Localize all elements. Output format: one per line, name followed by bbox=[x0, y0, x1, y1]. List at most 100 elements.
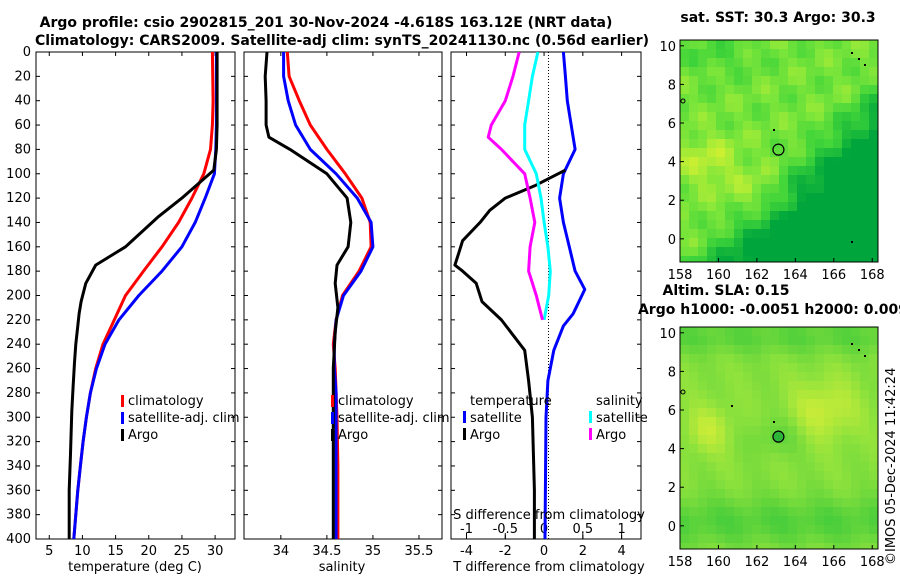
map-cell bbox=[698, 498, 708, 508]
map-cell bbox=[770, 354, 780, 364]
x-tick-label: 25 bbox=[174, 544, 191, 559]
map-cell bbox=[860, 345, 870, 355]
map-cell bbox=[761, 238, 771, 248]
map-cell bbox=[788, 489, 798, 499]
map-cell bbox=[869, 372, 879, 382]
map-cell bbox=[833, 121, 843, 131]
map-cell bbox=[716, 94, 726, 104]
map-cell bbox=[833, 354, 843, 364]
map-cell bbox=[761, 534, 771, 544]
map-cell bbox=[869, 76, 879, 86]
map-cell bbox=[689, 202, 699, 212]
map-cell bbox=[815, 211, 825, 221]
map-cell bbox=[716, 507, 726, 517]
map-cell bbox=[761, 399, 771, 409]
map-cell bbox=[779, 525, 789, 535]
map-cell bbox=[734, 40, 744, 50]
map-cell bbox=[779, 94, 789, 104]
map-cell bbox=[770, 363, 780, 373]
map-cell bbox=[833, 399, 843, 409]
map-cell bbox=[698, 417, 708, 427]
map-cell bbox=[869, 202, 879, 212]
map-cell bbox=[788, 193, 798, 203]
map-cell bbox=[689, 256, 699, 263]
map-y-tick-label: 0 bbox=[668, 520, 676, 535]
map-cell bbox=[815, 489, 825, 499]
map-cell bbox=[824, 498, 834, 508]
map-cell bbox=[869, 498, 879, 508]
map-cell bbox=[824, 238, 834, 248]
map-cell bbox=[842, 58, 852, 68]
map-cell bbox=[797, 229, 807, 239]
map-cell bbox=[842, 103, 852, 113]
map-cell bbox=[689, 238, 699, 248]
map-cell bbox=[752, 211, 762, 221]
map-cell bbox=[716, 363, 726, 373]
map-cell bbox=[716, 40, 726, 50]
map-cell bbox=[824, 175, 834, 185]
map-cell bbox=[842, 85, 852, 95]
map-cell bbox=[869, 399, 879, 409]
map-cell bbox=[716, 345, 726, 355]
legend-swatch-s-argo bbox=[589, 428, 592, 440]
map-cell bbox=[734, 49, 744, 59]
map-cell bbox=[824, 220, 834, 230]
x-tick-label: 34 bbox=[273, 544, 290, 559]
map-cell bbox=[698, 381, 708, 391]
map-cell bbox=[851, 408, 861, 418]
map-cell bbox=[779, 247, 789, 257]
map-cell bbox=[770, 345, 780, 355]
map-cell bbox=[842, 489, 852, 499]
map-cell bbox=[743, 49, 753, 59]
map-cell bbox=[815, 103, 825, 113]
map-cell bbox=[680, 435, 690, 445]
island-marker bbox=[858, 349, 860, 351]
map-cell bbox=[869, 534, 879, 544]
map-cell bbox=[806, 498, 816, 508]
map-cell bbox=[806, 157, 816, 167]
map-cell bbox=[779, 157, 789, 167]
map-cell bbox=[824, 166, 834, 176]
map-cell bbox=[797, 247, 807, 257]
series-argo bbox=[263, 52, 353, 539]
map-cell bbox=[689, 399, 699, 409]
map-cell bbox=[734, 399, 744, 409]
map-cell bbox=[734, 417, 744, 427]
map-cell bbox=[806, 462, 816, 472]
map-cell bbox=[806, 256, 816, 263]
map-cell bbox=[707, 372, 717, 382]
map-cell bbox=[716, 220, 726, 230]
legend-swatch-t-argo bbox=[463, 428, 466, 440]
map-cell bbox=[761, 220, 771, 230]
map-cell bbox=[869, 256, 879, 263]
map-cell bbox=[734, 130, 744, 140]
map-cell bbox=[761, 444, 771, 454]
map-cell bbox=[824, 256, 834, 263]
map-cell bbox=[833, 49, 843, 59]
map-cell bbox=[833, 247, 843, 257]
map-cell bbox=[743, 435, 753, 445]
map-cell bbox=[779, 462, 789, 472]
map-cell bbox=[734, 220, 744, 230]
map-cell bbox=[806, 426, 816, 436]
map-cell bbox=[725, 58, 735, 68]
map-cell bbox=[869, 525, 879, 535]
map-cell bbox=[689, 480, 699, 490]
map-cell bbox=[725, 193, 735, 203]
map-cell bbox=[770, 390, 780, 400]
map-cell bbox=[698, 58, 708, 68]
map-cell bbox=[680, 480, 690, 490]
map-cell bbox=[761, 471, 771, 481]
legend-header-temperature: temperature bbox=[470, 394, 552, 409]
map-cell bbox=[833, 444, 843, 454]
map-cell bbox=[698, 390, 708, 400]
map-cell bbox=[761, 516, 771, 526]
map-cell bbox=[779, 139, 789, 149]
map-cell bbox=[743, 193, 753, 203]
map-cell bbox=[698, 139, 708, 149]
map-cell bbox=[707, 49, 717, 59]
map-cell bbox=[698, 372, 708, 382]
map-cell bbox=[707, 112, 717, 122]
map-cell bbox=[770, 327, 780, 337]
map-cell bbox=[860, 130, 870, 140]
